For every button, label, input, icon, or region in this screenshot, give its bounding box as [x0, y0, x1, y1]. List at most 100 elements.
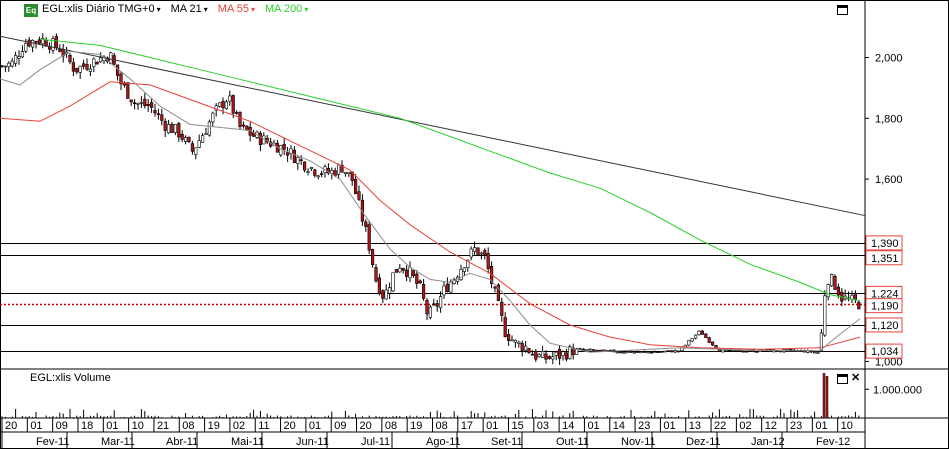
close-icon[interactable]: ✕: [851, 372, 861, 384]
month-label: Out-11: [556, 436, 589, 448]
day-tick-label: 09: [334, 420, 346, 432]
volume-panel-title: EGL:xlis Volume: [30, 372, 111, 384]
candle-body: [136, 103, 140, 105]
day-tick-label: 23: [638, 420, 650, 432]
candle-body: [853, 293, 857, 300]
candle-body: [653, 351, 657, 354]
candle-body: [146, 103, 150, 107]
maximize-icon[interactable]: [837, 374, 848, 384]
candle-body: [387, 287, 392, 294]
day-tick-label: 18: [81, 420, 93, 432]
candle-body: [544, 353, 548, 360]
candle-body: [228, 95, 232, 102]
candle-body: [857, 301, 861, 310]
chevron-down-icon: ▾: [250, 5, 255, 14]
candle-body: [438, 296, 443, 309]
candle-body: [204, 133, 208, 135]
candlesticks: [0, 33, 861, 365]
candle-body: [404, 269, 409, 277]
candle-body: [367, 224, 371, 251]
candle-body: [184, 137, 188, 142]
day-tick-label: 20: [360, 420, 372, 432]
level-label-box: [865, 317, 903, 333]
candle-body: [585, 349, 589, 351]
candle-body: [663, 350, 667, 353]
ma200-legend[interactable]: MA 200 ▾: [265, 3, 309, 15]
candle-body: [58, 48, 62, 52]
candle-body: [673, 350, 677, 353]
candle-body: [133, 102, 137, 105]
day-tick-label: 20: [5, 420, 17, 432]
maximize-icon[interactable]: [837, 5, 848, 15]
ma55-legend[interactable]: MA 55 ▾: [217, 3, 255, 15]
candle-body: [17, 56, 21, 59]
candle-body: [30, 40, 35, 48]
day-tick-label: 08: [182, 420, 194, 432]
candle-body: [207, 121, 212, 136]
candle-body: [241, 124, 246, 127]
candle-body: [510, 339, 514, 342]
candle-body: [187, 136, 191, 143]
candle-body: [588, 348, 592, 351]
candle-body: [384, 289, 388, 300]
ma21-legend[interactable]: MA 21 ▾: [170, 3, 208, 15]
instrument-title[interactable]: EGL:xlis Diário TMG+0 ▾: [42, 3, 161, 15]
candle-body: [364, 221, 368, 227]
candle-body: [292, 149, 297, 164]
candle-body: [459, 269, 463, 281]
day-tick-label: 21: [157, 420, 169, 432]
ma55-line: [0, 81, 861, 350]
candle-body: [245, 125, 249, 131]
candle-body: [690, 338, 694, 342]
candle-body: [755, 351, 759, 353]
candle-body: [357, 191, 361, 200]
candle-body: [496, 284, 501, 301]
candle-body: [282, 143, 286, 150]
candle-body: [285, 152, 290, 156]
month-label: Ago-11: [426, 436, 461, 448]
candle-body: [194, 147, 198, 155]
candle-body: [823, 295, 827, 336]
candle-body: [486, 253, 490, 270]
equity-badge[interactable]: Eq: [24, 4, 38, 17]
candle-body: [170, 123, 174, 133]
candle-body: [68, 54, 72, 63]
candle-body: [595, 349, 599, 352]
candle-body: [139, 101, 144, 104]
chevron-down-icon: ▾: [203, 5, 208, 14]
candle-body: [551, 356, 555, 360]
candle-body: [506, 334, 511, 341]
day-tick-label: 02: [739, 420, 751, 432]
candle-body: [92, 58, 96, 67]
candle-body: [826, 284, 830, 298]
candle-body: [129, 99, 133, 103]
candle-body: [3, 65, 7, 68]
candle-body: [812, 351, 817, 354]
candle-body: [540, 351, 545, 358]
month-label: Mai-11: [231, 436, 264, 448]
candle-body: [24, 42, 28, 52]
candle-body: [476, 247, 480, 256]
candle-body: [513, 339, 517, 343]
candle-body: [126, 82, 130, 99]
candle-body: [201, 135, 205, 143]
candle-body: [313, 169, 317, 176]
candle-body: [394, 269, 399, 273]
candle-body: [309, 167, 314, 169]
candle-body: [374, 267, 378, 282]
candle-body: [167, 124, 171, 134]
candle-body: [520, 343, 524, 351]
candle-body: [649, 351, 653, 354]
day-tick-label: 01: [309, 420, 321, 432]
chart-header: EGL:xlis Diário TMG+0 ▾ MA 21 ▾ MA 55 ▾ MA …: [24, 3, 308, 15]
day-tick-label: 13: [689, 420, 701, 432]
day-tick-label: 22: [714, 420, 726, 432]
candle-body: [75, 67, 79, 73]
candle-body: [517, 341, 521, 344]
day-tick-label: 01: [587, 420, 599, 432]
month-label: Jul-11: [361, 436, 390, 448]
day-tick-label: 10: [841, 420, 853, 432]
candle-body: [581, 348, 585, 351]
candle-body: [829, 273, 834, 287]
